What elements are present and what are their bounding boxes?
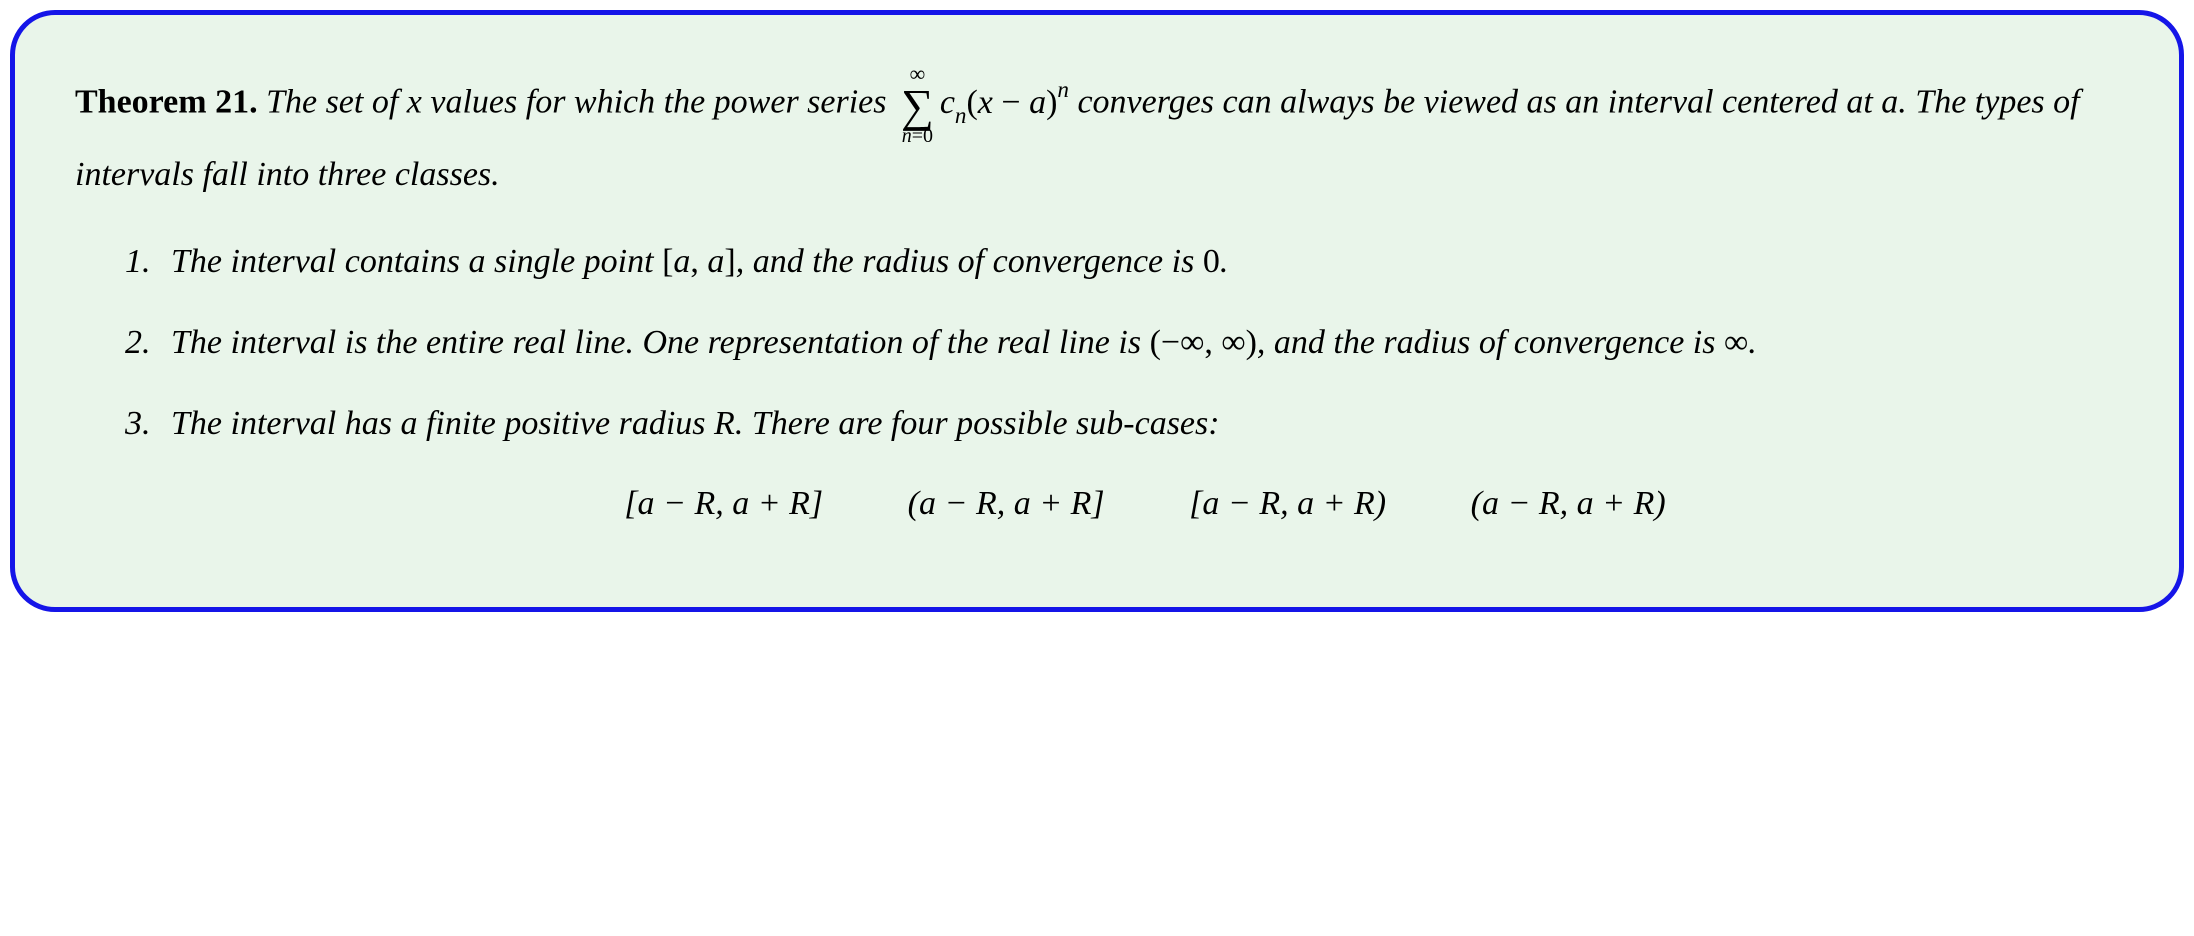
item1-interval: [a, a] [662, 243, 736, 280]
item2-interval: (−∞, ∞) [1150, 324, 1257, 361]
item3-text-pre: The interval has a finite positive radiu… [171, 405, 714, 442]
item2-infinity: ∞ [1724, 324, 1748, 361]
item1-text-post: , and the radius of convergence is [736, 243, 1203, 280]
subcase-2: (a − R, a + R] [908, 478, 1105, 531]
var-a: a [1881, 84, 1898, 121]
theorem-label: Theorem 21. [75, 84, 258, 121]
subcase-4: (a − R, a + R) [1471, 478, 1666, 531]
intro-text-2: values for which the power series [422, 84, 895, 121]
item2-text-mid: , and the radius of convergence is [1257, 324, 1724, 361]
sum-lower: n=0 [901, 126, 934, 146]
intro-text-1: The set of [266, 84, 407, 121]
var-x: x [407, 84, 422, 121]
item1-text-pre: The interval contains a single point [171, 243, 662, 280]
subcase-1: [a − R, a + R] [624, 478, 823, 531]
list-item-2: 2. The interval is the entire real line.… [125, 317, 2119, 370]
theorem-box: Theorem 21. The set of x values for whic… [10, 10, 2184, 612]
theorem-list: 1. The interval contains a single point … [75, 236, 2119, 531]
list-number: 1. [125, 236, 151, 289]
list-item-3: 3. The interval has a finite positive ra… [125, 398, 2119, 531]
list-number: 3. [125, 398, 151, 451]
subcase-3: [a − R, a + R) [1189, 478, 1386, 531]
sum-sigma-icon: ∑ [901, 85, 934, 126]
item3-R: R [714, 405, 735, 442]
list-item-1: 1. The interval contains a single point … [125, 236, 2119, 289]
item2-text-pre: The interval is the entire real line. On… [171, 324, 1150, 361]
theorem-intro: Theorem 21. The set of x values for whic… [75, 63, 2119, 204]
item1-zero: 0 [1203, 243, 1220, 280]
intro-text-3: converges can always be viewed as an int… [1069, 84, 1881, 121]
subcases-row: [a − R, a + R] (a − R, a + R] [a − R, a … [171, 478, 2119, 531]
list-number: 2. [125, 317, 151, 370]
summation: ∞∑n=0 [901, 63, 934, 146]
item3-text-post: . There are four possible sub-cases: [735, 405, 1220, 442]
series-term: cn(x − a)n [940, 84, 1069, 121]
